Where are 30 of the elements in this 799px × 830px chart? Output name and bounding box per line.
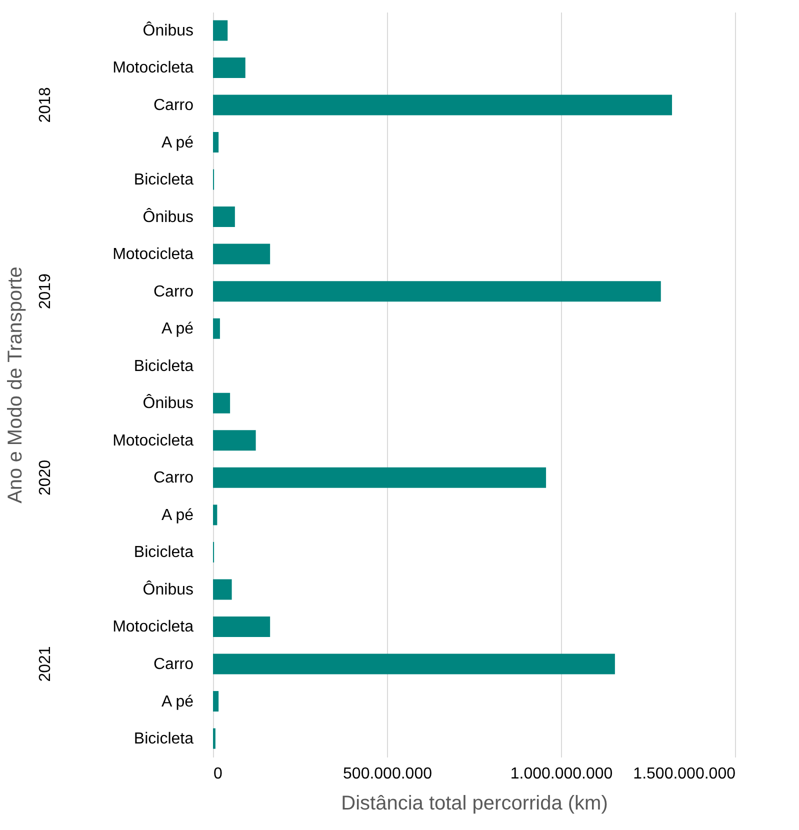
y-tick-label: Motocicleta — [112, 60, 194, 77]
x-axis-title: Distância total percorrida (km) — [341, 792, 608, 814]
y-tick-label: Carro — [153, 470, 194, 487]
text: 2019 — [37, 273, 54, 310]
y-tick-label: Motocicleta — [112, 246, 194, 264]
y-tick-label: Motocicleta — [112, 432, 194, 450]
y-tick-label: Bicicleta — [134, 544, 194, 562]
y-tick-label: Carro — [153, 283, 194, 300]
text: 2020 — [37, 460, 54, 496]
y-tick-label: Ônibus — [142, 208, 194, 226]
y-tick-label: A pé — [161, 506, 194, 524]
x-tick-label: 0 — [214, 766, 222, 782]
y-tick-label: Ônibus — [142, 580, 194, 598]
y-axis-title: Ano e Modo de Transporte — [4, 266, 26, 504]
text: 2018 — [37, 87, 54, 123]
y-tick-label: A pé — [161, 320, 194, 338]
y-tick-label: A pé — [161, 693, 194, 710]
y-tick-label: Ônibus — [142, 21, 194, 40]
y-tick-label: Bicicleta — [134, 172, 194, 189]
y-tick-label: Bicicleta — [134, 730, 194, 748]
x-tick-label: 1.000.000.000 — [510, 766, 613, 782]
y-tick-label: Carro — [153, 656, 194, 674]
y-tick-label: A pé — [161, 134, 194, 152]
y-tick-label: Bicicleta — [134, 358, 194, 375]
y-tick-label: Carro — [153, 96, 194, 114]
x-tick-label: 1.500.000.000 — [633, 766, 736, 782]
x-tick-label: 500.000.000 — [343, 766, 432, 782]
y-tick-label: Ônibus — [142, 394, 194, 412]
y-tick-label: Motocicleta — [112, 618, 194, 636]
text: 2021 — [37, 646, 54, 682]
